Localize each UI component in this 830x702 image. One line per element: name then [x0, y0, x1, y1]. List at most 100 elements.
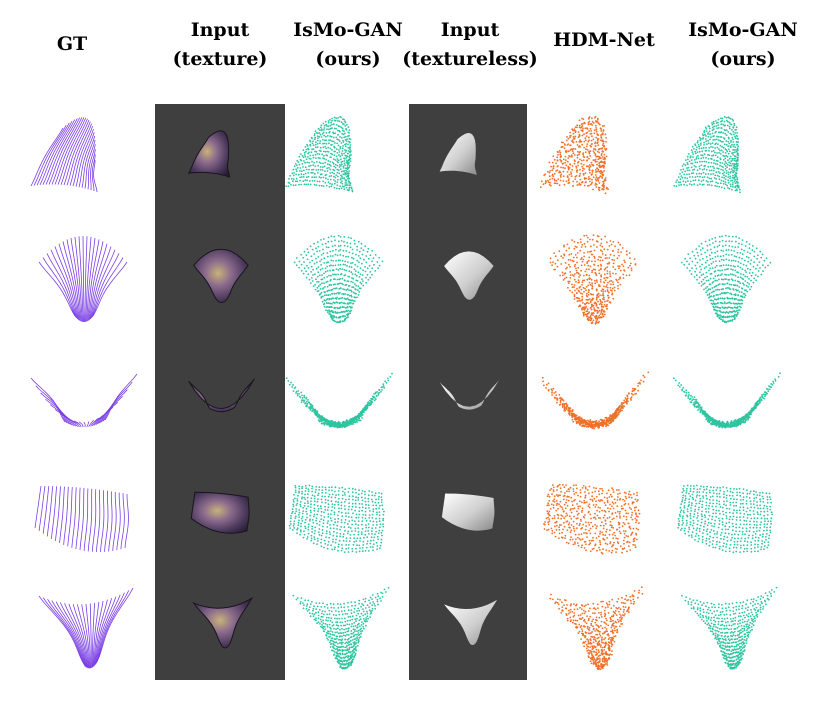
surface-thumbnail — [285, 372, 393, 429]
shaded-surface — [444, 251, 494, 300]
cell-input-texture-row-5 — [155, 562, 285, 672]
textured-surface — [193, 248, 249, 304]
surface-thumbnail — [681, 586, 778, 670]
cell-input-textureless-row-2 — [409, 218, 527, 328]
cell-ismo-gan-2-row-4 — [668, 450, 798, 560]
point-cloud — [288, 484, 385, 553]
cell-input-textureless-row-4 — [409, 450, 527, 560]
surface-thumbnail — [549, 234, 637, 325]
cell-hdm-net-row-3 — [535, 334, 665, 444]
surface-thumbnail — [673, 115, 741, 194]
surface-thumbnail — [30, 117, 98, 193]
header-line: (ours) — [710, 48, 776, 70]
cell-hdm-net-row-4 — [535, 450, 665, 560]
textured-surface — [187, 130, 231, 178]
cell-input-textureless-row-5 — [409, 562, 527, 672]
surface-thumbnail — [549, 586, 644, 671]
point-cloud — [549, 586, 644, 671]
surface-thumbnail — [30, 373, 138, 428]
surface-thumbnail — [187, 130, 231, 178]
cell-hdm-net-row-5 — [535, 562, 665, 672]
shaded-surface — [439, 133, 477, 175]
point-cloud — [541, 371, 650, 430]
surface-thumbnail — [543, 483, 641, 555]
cell-input-textureless-row-3 — [409, 334, 527, 444]
surface-thumbnail — [292, 587, 390, 670]
point-cloud — [543, 483, 641, 555]
header-gt: GT — [0, 16, 147, 59]
mesh-lines — [30, 117, 98, 193]
surface-thumbnail — [38, 235, 128, 323]
shaded-surface — [441, 493, 495, 531]
cell-input-texture-row-3 — [155, 334, 285, 444]
point-cloud — [673, 115, 741, 194]
mesh-lines — [34, 485, 129, 553]
surface-thumbnail — [541, 371, 650, 430]
mesh-lines — [38, 235, 128, 323]
cell-hdm-net-row-1 — [535, 100, 665, 210]
cell-input-texture-row-4 — [155, 450, 285, 560]
cell-input-texture-row-2 — [155, 218, 285, 328]
surface-thumbnail — [293, 234, 384, 324]
point-cloud — [293, 234, 384, 324]
mesh-lines — [30, 373, 138, 428]
header-line: Input — [440, 19, 500, 41]
textured-surface — [190, 491, 250, 534]
point-cloud — [539, 115, 609, 195]
shaded-surface — [444, 599, 498, 646]
header-line: IsMo-GAN — [293, 19, 403, 41]
header-line: Input — [190, 19, 250, 41]
header-gt-line1: GT — [56, 33, 88, 55]
cell-ismo-gan-2-row-3 — [668, 334, 798, 444]
cell-hdm-net-row-2 — [535, 218, 665, 328]
point-cloud — [549, 234, 637, 325]
cell-gt-row-5 — [25, 562, 155, 672]
header-ismo-gan-2: IsMo-GAN (ours) — [668, 16, 818, 74]
surface-thumbnail — [192, 596, 254, 649]
cell-gt-row-2 — [25, 218, 155, 328]
surface-thumbnail — [441, 493, 495, 531]
header-line: (texture) — [172, 48, 268, 70]
cell-ismo-gan-2-row-1 — [668, 100, 798, 210]
cell-input-texture-row-1 — [155, 100, 285, 210]
header-input-textureless: Input (textureless) — [395, 16, 545, 74]
surface-thumbnail — [34, 485, 129, 553]
cell-ismo-gan-2-row-5 — [668, 562, 798, 672]
textured-surface — [192, 596, 254, 649]
point-cloud — [292, 587, 390, 670]
cell-ismo-gan-row-2 — [280, 218, 410, 328]
cell-ismo-gan-row-3 — [280, 334, 410, 444]
surface-thumbnail — [680, 234, 772, 324]
cell-gt-row-3 — [25, 334, 155, 444]
header-line: HDM-Net — [553, 29, 655, 51]
surface-thumbnail — [288, 484, 385, 553]
header-line: IsMo-GAN — [688, 19, 798, 41]
surface-thumbnail — [539, 115, 609, 195]
cell-ismo-gan-2-row-2 — [668, 218, 798, 328]
textured-surface — [188, 378, 255, 413]
point-cloud — [680, 234, 772, 324]
surface-thumbnail — [444, 251, 494, 300]
cell-gt-row-1 — [25, 100, 155, 210]
header-line: (textureless) — [402, 48, 538, 70]
point-cloud — [681, 586, 778, 670]
surface-thumbnail — [190, 491, 250, 534]
header-hdm-net: HDM-Net — [529, 16, 679, 55]
surface-thumbnail — [444, 599, 498, 646]
cell-input-textureless-row-1 — [409, 100, 527, 210]
point-cloud — [285, 372, 393, 429]
surface-thumbnail — [439, 133, 477, 175]
header-input-texture: Input (texture) — [145, 16, 295, 74]
surface-thumbnail — [285, 116, 354, 193]
cell-ismo-gan-row-5 — [280, 562, 410, 672]
cell-ismo-gan-row-1 — [280, 100, 410, 210]
surface-thumbnail — [677, 484, 773, 554]
mesh-lines — [38, 587, 134, 669]
header-line: (ours) — [315, 48, 381, 70]
surface-thumbnail — [188, 378, 255, 413]
point-cloud — [285, 116, 354, 193]
surface-thumbnail — [38, 587, 134, 669]
surface-thumbnail — [193, 248, 249, 304]
surface-thumbnail — [673, 372, 781, 429]
surface-thumbnail — [439, 379, 500, 410]
